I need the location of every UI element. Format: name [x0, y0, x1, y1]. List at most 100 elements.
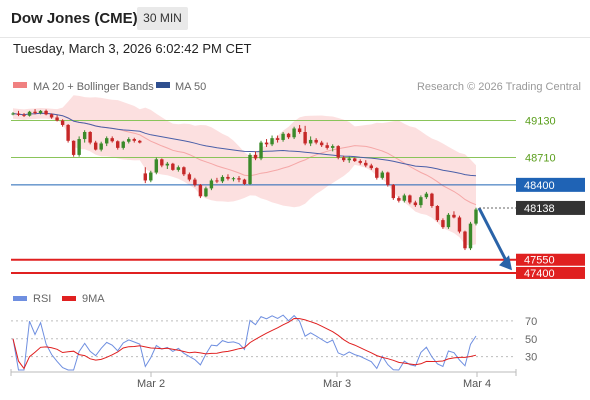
timestamp: Tuesday, March 3, 2026 6:02:42 PM CET — [13, 41, 252, 56]
rsi-panel: 70 50 30 — [11, 314, 537, 371]
candle — [49, 113, 54, 119]
support-label-box-47400 — [516, 266, 585, 279]
candle — [270, 135, 274, 147]
candle — [303, 125, 307, 146]
candle-body — [171, 163, 175, 170]
candle — [71, 140, 76, 157]
ma50-line — [12, 112, 477, 177]
rsi-line — [12, 314, 477, 371]
candle-body — [424, 193, 429, 198]
candle — [99, 141, 103, 152]
candle-body — [71, 140, 76, 155]
candle-body — [292, 128, 296, 138]
candle — [430, 192, 434, 208]
ma50-legend-swatch — [156, 82, 170, 88]
candle — [402, 193, 407, 203]
candle-body — [463, 231, 467, 249]
candle-body — [303, 132, 307, 144]
candle-body — [336, 146, 340, 158]
rsi-ma-legend-swatch — [62, 296, 76, 301]
candle — [264, 139, 269, 147]
ma20-legend-label: MA 20 + Bollinger Bands — [33, 81, 154, 93]
candle-body — [60, 120, 65, 125]
ma50-path — [12, 112, 477, 177]
candle-body — [93, 142, 98, 150]
candle-body — [193, 179, 197, 185]
candle-body — [358, 161, 362, 163]
x-axis: Mar 2 Mar 3 Mar 4 — [10, 369, 517, 390]
candle-body — [11, 113, 15, 115]
candle — [446, 213, 451, 229]
candle-body — [132, 139, 136, 141]
candle — [308, 136, 313, 147]
header: Dow Jones (CME) 30 MIN — [0, 0, 590, 38]
candle — [452, 211, 456, 219]
timeframe-button[interactable]: 30 MIN — [137, 7, 188, 30]
last-price-box — [516, 200, 585, 215]
candle — [369, 163, 373, 170]
candle-body — [209, 180, 214, 189]
candle-body — [33, 111, 37, 114]
candle-body — [242, 179, 247, 184]
candle — [242, 178, 247, 185]
rsi-legend-swatch — [13, 296, 27, 301]
candle-body — [22, 114, 26, 116]
candle — [319, 140, 324, 147]
candle — [104, 136, 109, 147]
candle — [88, 131, 92, 145]
candle-body — [430, 193, 434, 206]
forecast-arrow-head — [499, 255, 512, 271]
copyright-text: Research © 2026 Trading Central — [417, 81, 581, 93]
candle — [397, 196, 401, 203]
candle-body — [104, 138, 109, 144]
candle — [82, 130, 87, 143]
candle — [253, 151, 258, 161]
candle-body — [88, 132, 92, 143]
candle — [66, 124, 70, 143]
candle — [77, 136, 81, 157]
candle-body — [138, 140, 142, 143]
candle-body — [408, 195, 412, 203]
candle-body — [182, 167, 186, 175]
candle — [375, 167, 379, 180]
instrument-title: Dow Jones (CME) — [11, 10, 138, 27]
candle-body — [270, 138, 274, 145]
candle — [231, 176, 236, 182]
candle — [116, 140, 120, 150]
candle — [22, 113, 26, 118]
candle-body — [154, 159, 159, 173]
rsi-tick-30: 30 — [525, 352, 537, 364]
candle — [314, 138, 318, 145]
candle — [347, 156, 351, 163]
x-tick-label: Mar 2 — [137, 378, 165, 390]
candle — [138, 139, 142, 144]
candle — [281, 132, 285, 142]
candle-body — [369, 165, 373, 169]
candle-body — [215, 180, 219, 182]
candle-body — [259, 142, 263, 159]
candle — [38, 109, 43, 115]
candle-body — [127, 139, 131, 142]
candle-body — [198, 184, 203, 197]
candle — [463, 230, 467, 251]
candle-body — [375, 168, 379, 178]
candle-body — [110, 138, 114, 142]
candle — [419, 195, 423, 208]
candle — [220, 175, 225, 184]
candle-body — [275, 138, 280, 140]
candle — [325, 142, 329, 150]
rsi-tick-50: 50 — [525, 334, 537, 346]
candle — [297, 124, 302, 134]
candle-body — [397, 198, 401, 201]
candle-body — [468, 223, 473, 249]
candle — [160, 158, 164, 168]
candlesticks — [11, 109, 478, 251]
candle — [204, 186, 208, 198]
candle-body — [474, 209, 478, 224]
candle-body — [49, 114, 54, 118]
x-tick-label: Mar 3 — [323, 378, 351, 390]
candle — [93, 140, 98, 151]
candle — [435, 205, 440, 222]
candle — [182, 166, 186, 177]
